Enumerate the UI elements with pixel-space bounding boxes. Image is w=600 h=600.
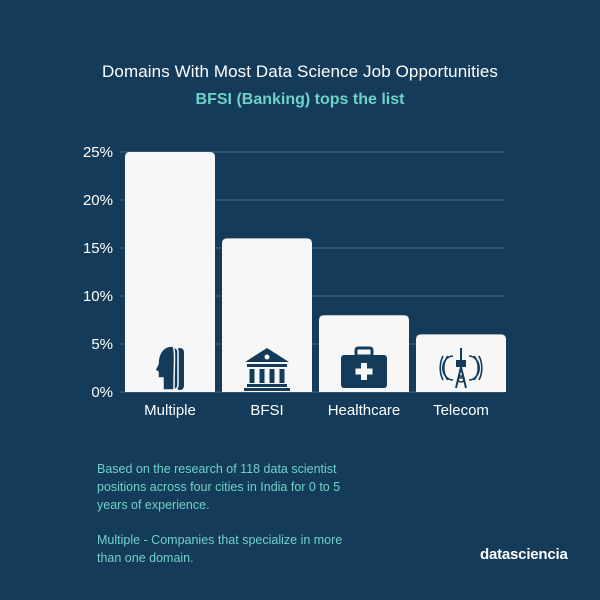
bar-icons [154, 345, 483, 391]
bar-multiple [125, 152, 215, 392]
y-tick-label: 20% [83, 192, 113, 209]
multiple-definition-note: Multiple - Companies that specialize in … [97, 533, 343, 565]
medical-kit-icon [341, 346, 387, 388]
y-tick-label: 15% [83, 240, 113, 257]
y-tick-label: 0% [91, 384, 113, 401]
bar-bfsi [222, 238, 312, 392]
x-tick-label: Multiple [144, 402, 196, 419]
antenna-icon [439, 348, 483, 389]
bank-icon [244, 348, 290, 391]
y-tick-label: 5% [91, 336, 113, 353]
people-icon [154, 345, 184, 391]
y-tick-label: 10% [83, 288, 113, 305]
y-axis-ticks: 0% 5% 10% 15% 20% 25% [83, 144, 113, 401]
research-note: Based on the research of 118 data scient… [97, 462, 341, 512]
x-tick-label: BFSI [250, 402, 283, 419]
chart-subtitle: BFSI (Banking) tops the list [195, 91, 405, 108]
brand-logo: datasciencia [480, 546, 568, 563]
x-tick-label: Healthcare [328, 402, 401, 419]
x-axis-labels: Multiple BFSI Healthcare Telecom [144, 402, 489, 419]
y-tick-label: 25% [83, 144, 113, 161]
x-tick-label: Telecom [433, 402, 489, 419]
chart-title: Domains With Most Data Science Job Oppor… [102, 62, 498, 81]
